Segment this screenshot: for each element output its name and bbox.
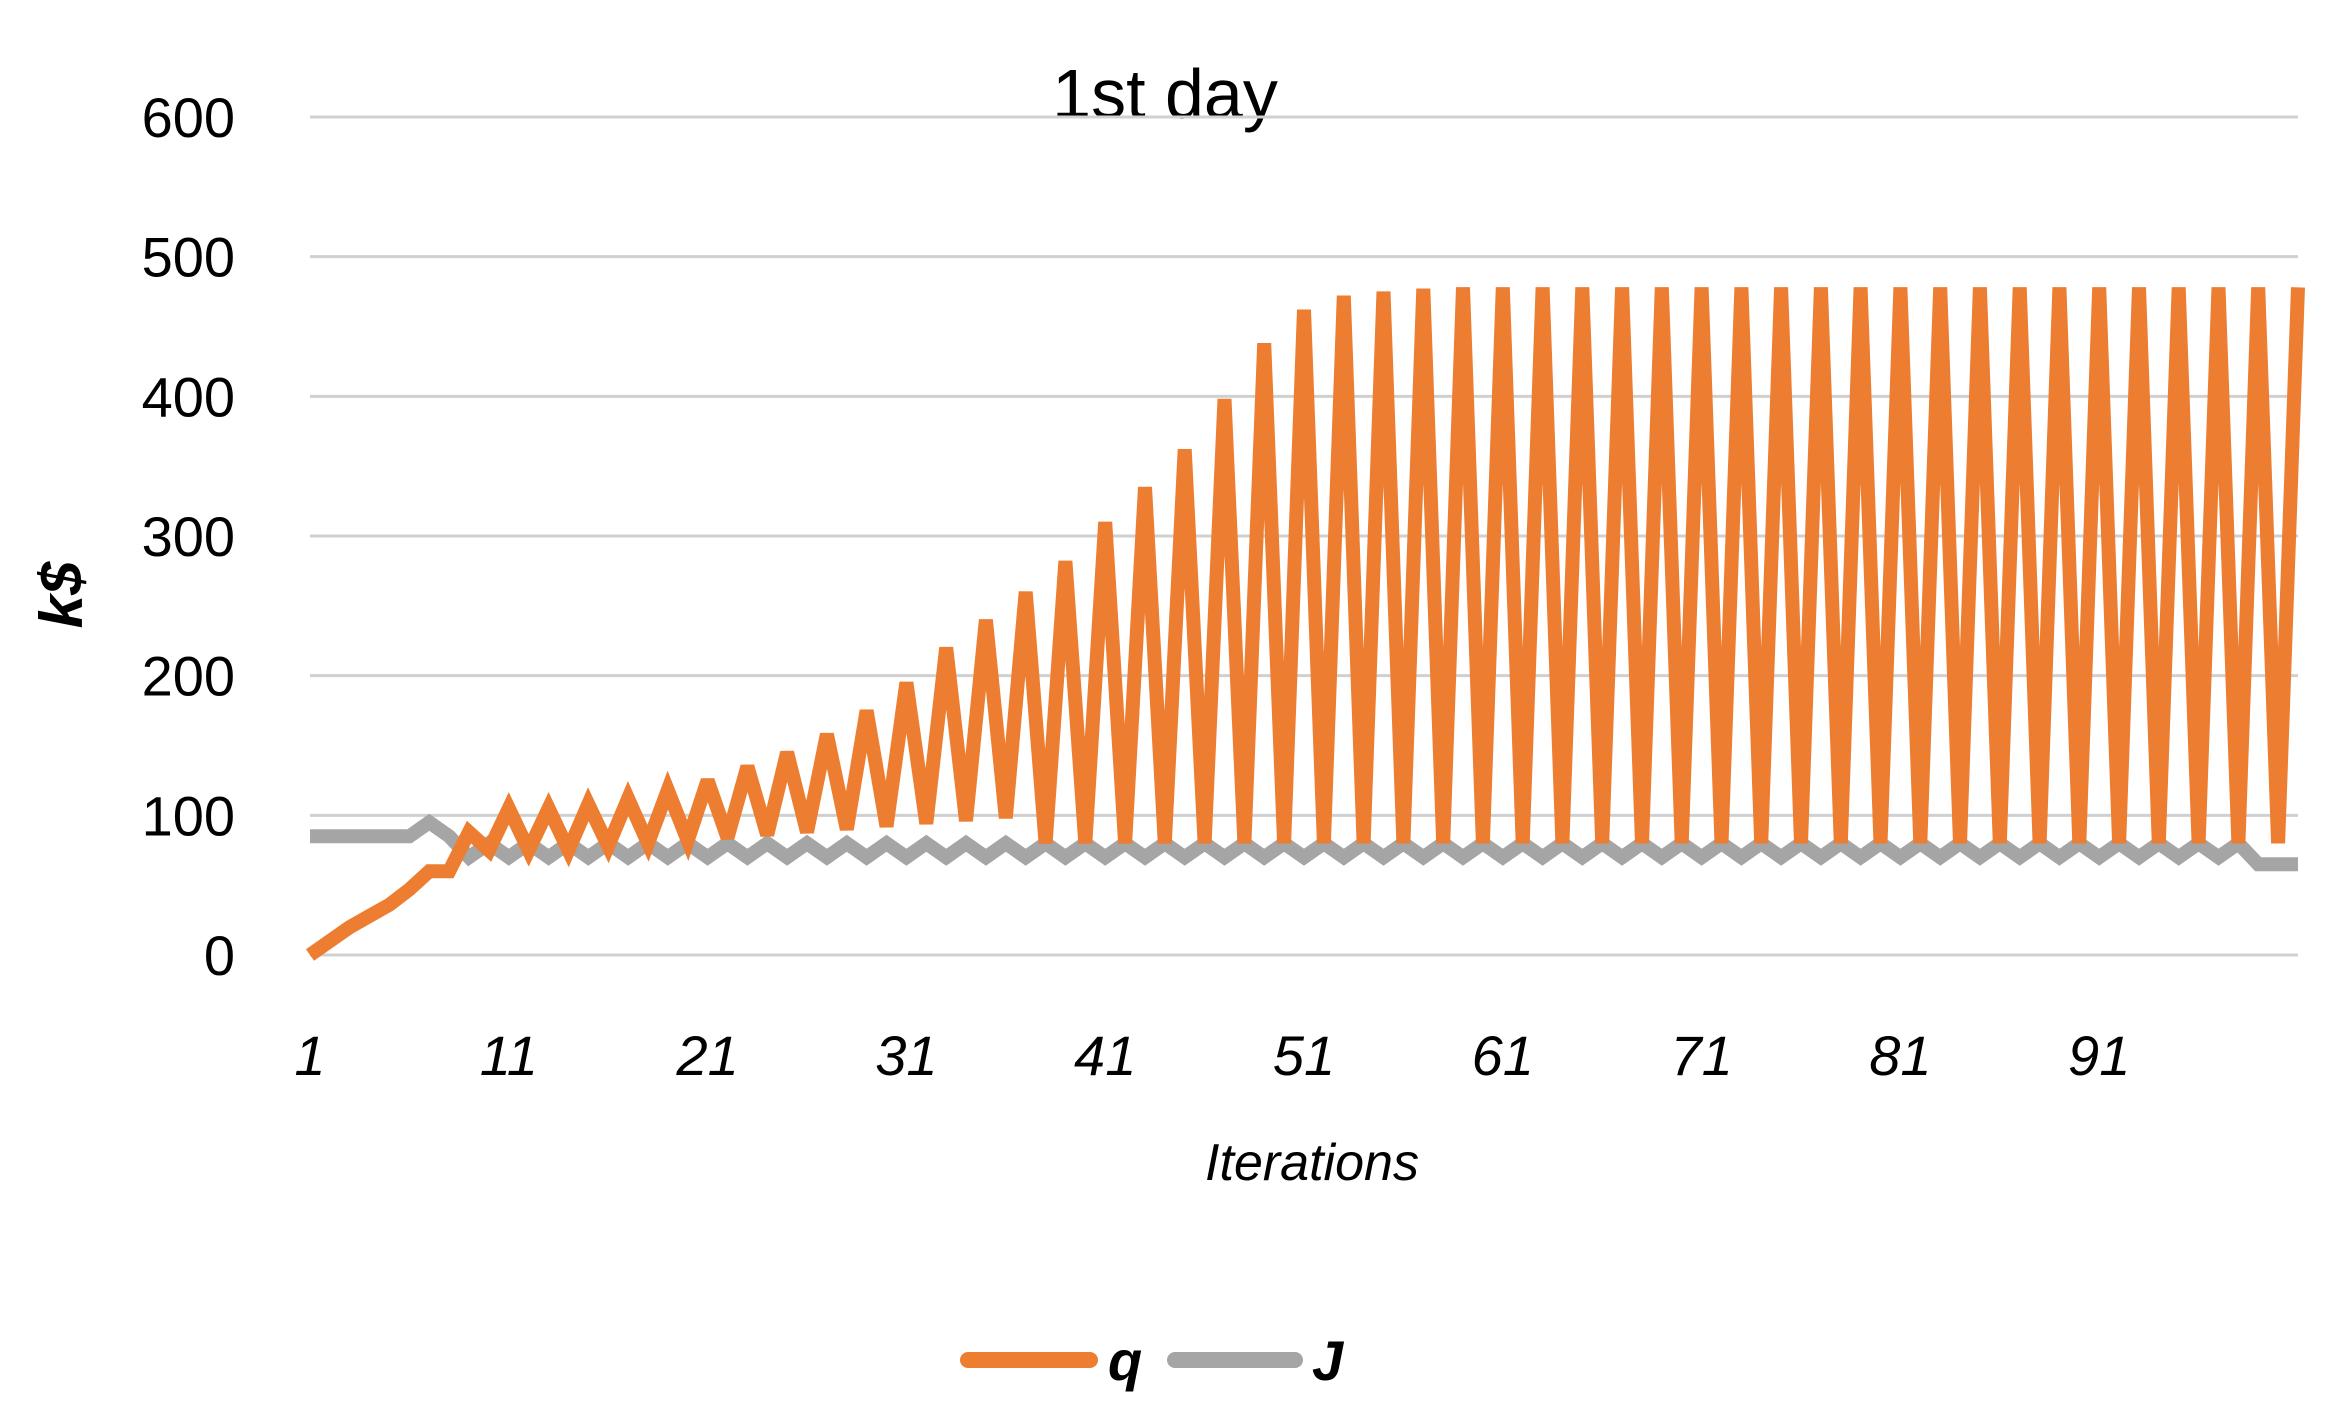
x-axis-ticks: 1 11 21 31 41 51 61 71 81 91 [294, 1024, 2130, 1087]
y-tick-100: 100 [142, 784, 235, 847]
x-tick-1: 1 [294, 1024, 325, 1087]
x-tick-41: 41 [1074, 1024, 1136, 1087]
x-tick-81: 81 [1869, 1024, 1931, 1087]
x-tick-11: 11 [480, 1024, 538, 1087]
y-tick-300: 300 [142, 505, 235, 568]
chart-title: 1st day [1052, 55, 1278, 133]
y-tick-200: 200 [142, 645, 235, 708]
series-line-j [310, 813, 2298, 872]
y-tick-600: 600 [142, 86, 235, 149]
legend-label-j: J [1312, 1329, 1345, 1392]
x-tick-91: 91 [2068, 1024, 2130, 1087]
series-lines [305, 287, 2305, 961]
y-tick-400: 400 [142, 365, 235, 428]
legend-label-q: q [1108, 1329, 1142, 1392]
legend: q J [960, 1329, 1345, 1392]
y-axis-label: k$ [28, 561, 95, 628]
x-tick-21: 21 [675, 1024, 738, 1087]
x-tick-51: 51 [1273, 1024, 1335, 1087]
y-tick-0: 0 [204, 924, 235, 987]
x-axis-label: Iterations [1205, 1134, 1419, 1192]
y-axis-ticks: 0 100 200 300 400 500 600 [142, 86, 235, 987]
x-tick-61: 61 [1472, 1024, 1534, 1087]
y-tick-500: 500 [142, 226, 235, 289]
x-tick-31: 31 [875, 1024, 937, 1087]
series-line-q [305, 287, 2305, 961]
x-tick-71: 71 [1670, 1024, 1732, 1087]
